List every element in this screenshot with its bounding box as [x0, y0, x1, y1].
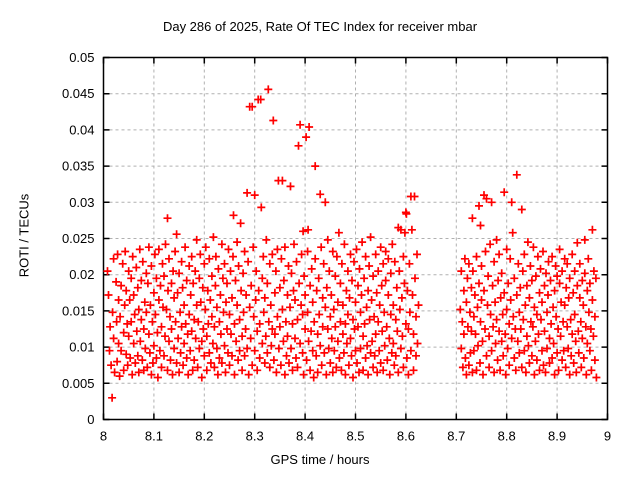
y-tick-label: 0.02	[69, 267, 94, 282]
y-tick-label: 0.03	[69, 195, 94, 210]
y-tick-label: 0.025	[62, 231, 95, 246]
x-tick-label: 8.6	[397, 429, 415, 444]
y-tick-label: 0.05	[69, 50, 94, 65]
x-tick-label: 8.4	[296, 429, 314, 444]
y-tick-label: 0.005	[62, 376, 95, 391]
y-tick-label: 0	[87, 412, 94, 427]
x-tick-label: 8.2	[195, 429, 213, 444]
x-tick-label: 8.9	[548, 429, 566, 444]
data-points	[103, 85, 601, 402]
x-tick-label: 8.5	[346, 429, 364, 444]
y-tick-label: 0.015	[62, 303, 95, 318]
y-tick-label: 0.01	[69, 340, 94, 355]
x-tick-label: 8.7	[447, 429, 465, 444]
chart-title: Day 286 of 2025, Rate Of TEC Index for r…	[162, 19, 478, 34]
x-tick-label: 8.8	[498, 429, 516, 444]
y-tick-label: 0.04	[69, 122, 94, 137]
x-tick-label: 8	[100, 429, 107, 444]
y-tick-label: 0.045	[62, 86, 95, 101]
x-tick-label: 8.1	[145, 429, 163, 444]
plot-border	[102, 56, 609, 421]
x-tick-label: 9	[604, 429, 611, 444]
x-tick-label: 8.3	[246, 429, 264, 444]
x-axis-label: GPS time / hours	[270, 452, 370, 467]
y-tick-label: 0.035	[62, 159, 95, 174]
